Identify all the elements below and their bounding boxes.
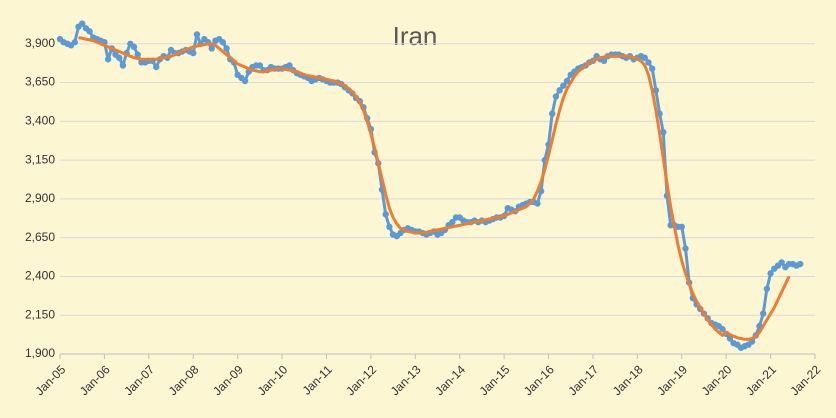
point [193,31,201,38]
chart-title: Iran [393,21,438,51]
point [552,93,560,100]
point [449,218,456,226]
y-tick-label: 3,900 [25,36,55,50]
point [678,223,685,231]
point [719,325,726,333]
y-tick-label: 2,900 [25,191,55,205]
point [641,54,648,61]
point [130,43,138,51]
series-line [78,36,791,341]
point [116,54,123,61]
point [778,259,785,266]
point [386,223,393,231]
point [763,285,771,293]
point [256,62,264,69]
point [119,62,127,69]
point [134,51,141,58]
point [759,310,767,317]
point [79,20,86,27]
point [153,63,160,71]
point [556,87,563,94]
point [286,62,293,69]
point [190,49,197,57]
point [682,245,689,252]
point [563,77,571,85]
point [560,82,567,89]
point [86,28,93,35]
y-tick-label: 3,150 [25,152,55,166]
y-tick-label: 2,150 [25,307,55,321]
point [767,270,774,277]
y-tick-label: 2,650 [25,230,55,244]
point [71,39,79,46]
point [382,211,389,218]
point [104,56,112,63]
point [660,128,667,136]
point [549,110,556,117]
point [796,260,804,268]
point [219,39,227,46]
point [534,200,541,207]
point [223,45,230,52]
point [208,45,215,52]
y-tick-label: 3,400 [25,114,55,128]
point [648,65,656,72]
point [241,77,249,85]
point [600,57,608,65]
point [652,87,660,94]
point [645,59,652,66]
y-tick-label: 1,900 [25,346,55,360]
y-tick-label: 2,400 [25,269,55,283]
y-tick-label: 3,650 [25,75,55,89]
